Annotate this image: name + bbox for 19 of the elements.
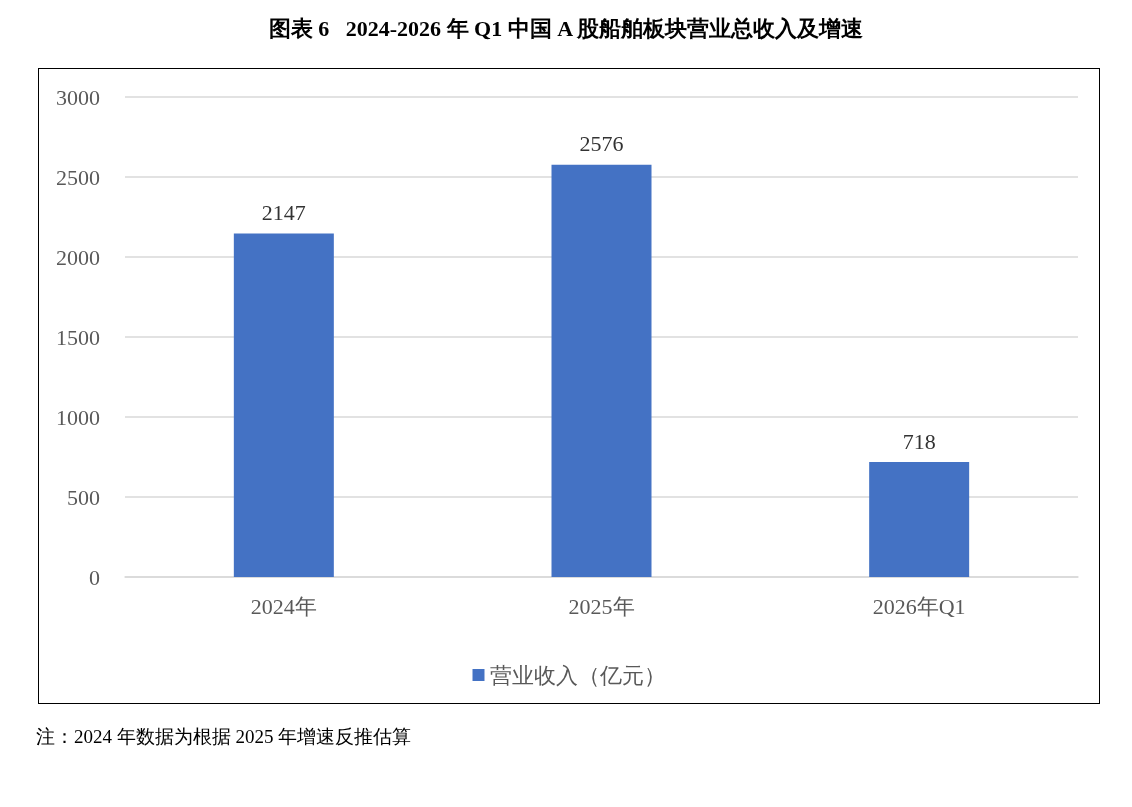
bar — [869, 462, 970, 577]
y-tick-label: 2500 — [56, 164, 100, 190]
x-tick-label: 2025年 — [568, 593, 635, 619]
y-tick-label: 2000 — [56, 244, 100, 270]
bar — [233, 233, 334, 577]
data-label: 2147 — [261, 199, 306, 225]
data-label: 718 — [902, 428, 936, 454]
chart-title: 图表 6 2024-2026 年 Q1 中国 A 股船舶板块营业总收入及增速 — [267, 15, 865, 43]
x-tick-label: 2024年 — [250, 593, 317, 619]
y-tick-label: 500 — [67, 484, 100, 510]
y-tick-label: 1000 — [56, 404, 100, 430]
y-tick-label: 3000 — [56, 84, 100, 110]
x-tick-label: 2026年Q1 — [872, 593, 966, 619]
data-label: 2576 — [579, 131, 624, 157]
bar — [551, 164, 652, 577]
legend-label: 营业收入（亿元） — [489, 662, 666, 688]
text: 注：2024 年数据为根据 2025 年增速反推估算 — [36, 725, 412, 749]
y-tick-label: 0 — [89, 564, 100, 590]
y-tick-label: 1500 — [56, 324, 100, 350]
